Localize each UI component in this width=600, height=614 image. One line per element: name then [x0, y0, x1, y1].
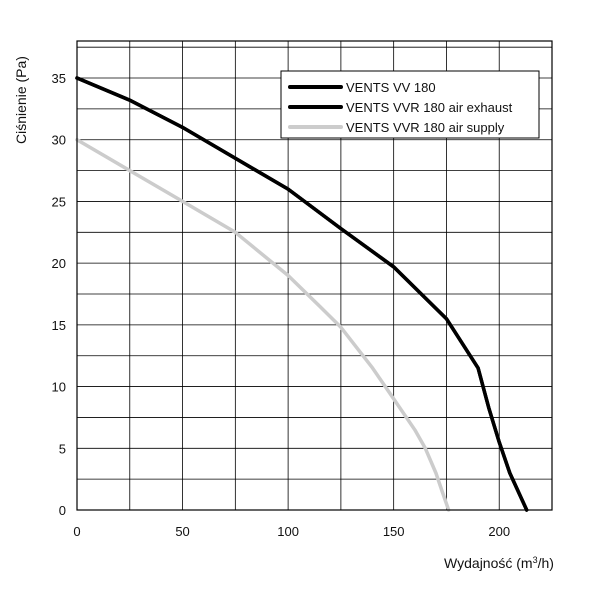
x-tick-label: 0	[73, 524, 80, 539]
y-axis-title: Ciśnienie (Pa)	[13, 56, 29, 144]
legend: VENTS VV 180 VENTS VVR 180 air exhaust VEN…	[280, 70, 540, 139]
y-tick-label: 0	[59, 503, 66, 518]
y-tick-label: 30	[52, 133, 66, 148]
x-tick-label: 100	[277, 524, 299, 539]
y-tick-label: 20	[52, 256, 66, 271]
x-tick-label: 150	[383, 524, 405, 539]
legend-label: VENTS VVR 180 air exhaust	[346, 100, 513, 115]
y-tick-label: 15	[52, 318, 66, 333]
y-tick-label: 25	[52, 194, 66, 209]
tick-labels: 0 50 100 150 200 0 5 10 15 20 25 30 35	[52, 71, 511, 539]
y-tick-label: 10	[52, 380, 66, 395]
x-tick-label: 200	[488, 524, 510, 539]
y-tick-label: 35	[52, 71, 66, 86]
y-tick-label: 5	[59, 441, 66, 456]
plot-frame	[76, 40, 553, 511]
legend-label: VENTS VV 180	[346, 80, 436, 95]
series-line-2	[75, 137, 451, 512]
x-tick-label: 50	[175, 524, 189, 539]
x-axis-title: Wydajność (m3/h)	[444, 555, 554, 571]
legend-label: VENTS VVR 180 air supply	[346, 120, 505, 135]
series-line-1	[75, 76, 529, 512]
series-lines	[75, 76, 529, 512]
